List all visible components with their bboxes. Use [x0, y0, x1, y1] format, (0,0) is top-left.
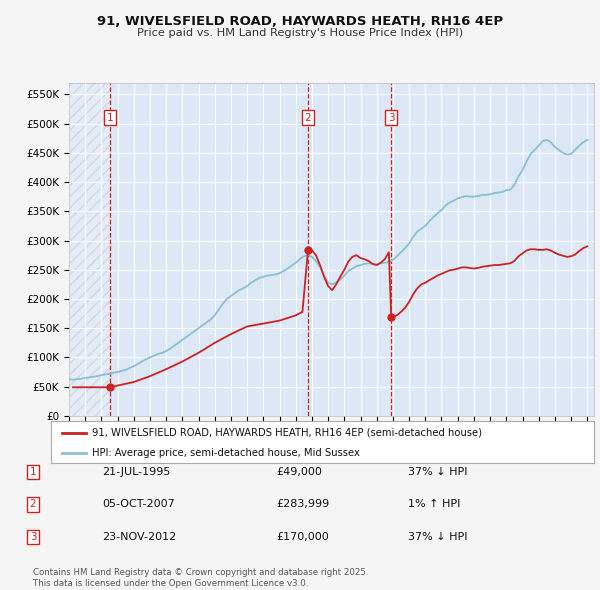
Bar	[69, 83, 110, 416]
Text: 91, WIVELSFIELD ROAD, HAYWARDS HEATH, RH16 4EP: 91, WIVELSFIELD ROAD, HAYWARDS HEATH, RH…	[97, 15, 503, 28]
Text: 91, WIVELSFIELD ROAD, HAYWARDS HEATH, RH16 4EP (semi-detached house): 91, WIVELSFIELD ROAD, HAYWARDS HEATH, RH…	[92, 428, 482, 438]
Text: 3: 3	[388, 113, 395, 123]
Text: 1: 1	[107, 113, 113, 123]
Text: 37% ↓ HPI: 37% ↓ HPI	[408, 532, 467, 542]
Text: 05-OCT-2007: 05-OCT-2007	[102, 500, 175, 509]
Text: 2: 2	[305, 113, 311, 123]
Text: 1: 1	[29, 467, 37, 477]
Text: £170,000: £170,000	[276, 532, 329, 542]
Text: £49,000: £49,000	[276, 467, 322, 477]
Text: 23-NOV-2012: 23-NOV-2012	[102, 532, 176, 542]
Text: HPI: Average price, semi-detached house, Mid Sussex: HPI: Average price, semi-detached house,…	[92, 448, 359, 457]
Text: 3: 3	[29, 532, 37, 542]
Text: 21-JUL-1995: 21-JUL-1995	[102, 467, 170, 477]
Text: £283,999: £283,999	[276, 500, 329, 509]
Text: Price paid vs. HM Land Registry's House Price Index (HPI): Price paid vs. HM Land Registry's House …	[137, 28, 463, 38]
Text: Contains HM Land Registry data © Crown copyright and database right 2025.
This d: Contains HM Land Registry data © Crown c…	[33, 568, 368, 588]
Text: 1% ↑ HPI: 1% ↑ HPI	[408, 500, 460, 509]
Text: 2: 2	[29, 500, 37, 509]
Text: 37% ↓ HPI: 37% ↓ HPI	[408, 467, 467, 477]
